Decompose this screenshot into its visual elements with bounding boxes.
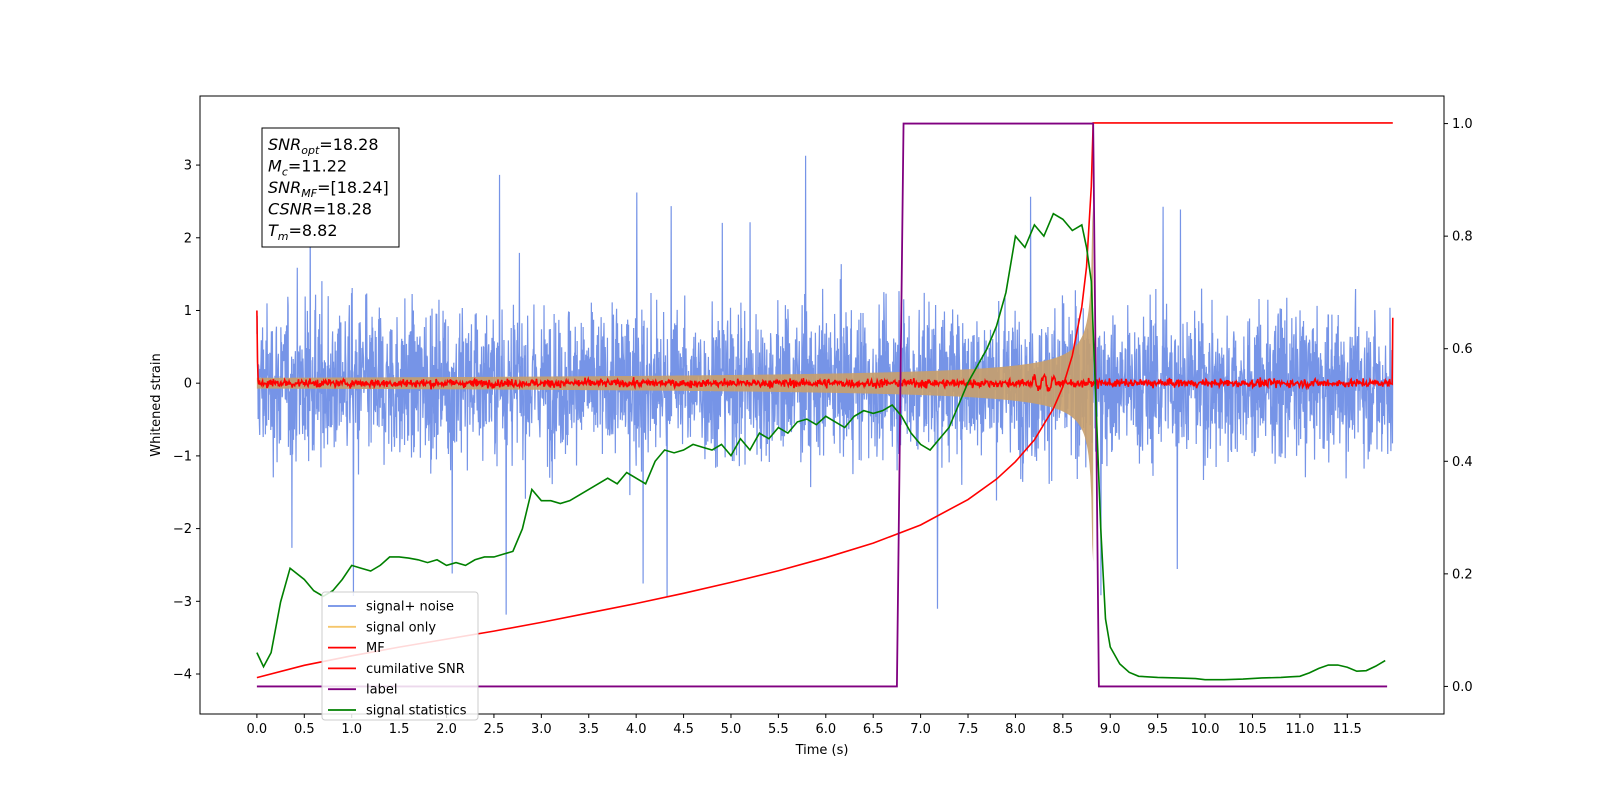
y2-tick-label: 0.6 [1452,342,1473,357]
series-signal-noise-line [256,155,1394,615]
x-tick-label: 5.5 [768,722,789,737]
y-tick-label: 3 [184,159,192,174]
annotation-box: SNRopt=18.28Mc=11.22SNRMF=[18.24]CSNR=18… [261,127,400,248]
x-axis-label: Time (s) [795,743,849,758]
series-label-line [256,122,1388,688]
x-tick-label: 9.0 [1100,722,1121,737]
y-tick-label: −2 [173,522,192,537]
x-tick-label: 2.0 [436,722,457,737]
legend-label: signal statistics [366,704,467,719]
x-tick-label: 8.0 [1005,722,1026,737]
y-tick-label: −1 [173,449,192,464]
annotation-line: SNRopt=18.28 [268,135,379,157]
legend-label: MF [366,641,385,656]
x-tick-label: 7.5 [958,722,979,737]
y2-tick-label: 0.8 [1452,230,1473,245]
x-tick-label: 11.5 [1333,722,1362,737]
x-tick-label: 8.5 [1052,722,1073,737]
y2-tick-label: 0.2 [1452,567,1473,582]
x-tick-label: 4.0 [626,722,647,737]
x-tick-label: 10.5 [1238,722,1267,737]
legend-label: cumilative SNR [366,662,465,677]
axes-frame [199,95,1445,715]
x-tick-label: 0.0 [247,722,268,737]
legend-label: signal only [366,620,436,635]
series-signal-statistics-line [256,212,1386,681]
y-axis-left: −4 −3 −2 −1 0 1 2 3 [173,159,200,683]
y-tick-label: −4 [173,668,192,683]
x-tick-label: 7.0 [910,722,931,737]
y2-tick-label: 0.0 [1452,680,1473,695]
x-tick-label: 11.0 [1285,722,1314,737]
y-axis-right: 0.0 0.2 0.4 0.6 0.8 1.0 [1444,117,1473,695]
legend-label: signal+ noise [366,600,454,615]
y-tick-label: 1 [184,304,192,319]
annotation-line: CSNR=18.28 [268,200,372,219]
x-tick-label: 6.0 [815,722,836,737]
x-tick-label: 10.0 [1191,722,1220,737]
x-tick-label: 6.5 [863,722,884,737]
x-tick-label: 3.5 [578,722,599,737]
y-axis-label: Whitened strain [149,353,164,456]
series-mf-line [256,310,1394,392]
x-tick-label: 2.5 [484,722,505,737]
x-tick-label: 3.0 [531,722,552,737]
x-axis: 0.0 0.5 1.0 1.5 2.0 2.5 3.0 3.5 4.0 4.5 5.0 5.5 6.0 6… [247,714,1362,737]
y-tick-label: 0 [184,377,192,392]
y-tick-label: 2 [184,231,192,246]
annotation-line: Mc=11.22 [268,157,347,179]
legend: signal+ noise signal only MF cumilative SNR… [321,591,479,721]
y2-tick-label: 0.4 [1452,455,1473,470]
x-tick-label: 5.0 [721,722,742,737]
annotation-line: Tm=8.82 [268,221,338,243]
x-tick-label: 4.5 [673,722,694,737]
y2-tick-label: 1.0 [1452,117,1473,132]
annotation-line: SNRMF=[18.24] [268,178,389,200]
y-tick-label: −3 [173,595,192,610]
x-tick-label: 0.5 [294,722,315,737]
x-tick-label: 1.0 [341,722,362,737]
legend-label: label [366,683,397,698]
x-tick-label: 9.5 [1147,722,1168,737]
x-tick-label: 1.5 [389,722,410,737]
